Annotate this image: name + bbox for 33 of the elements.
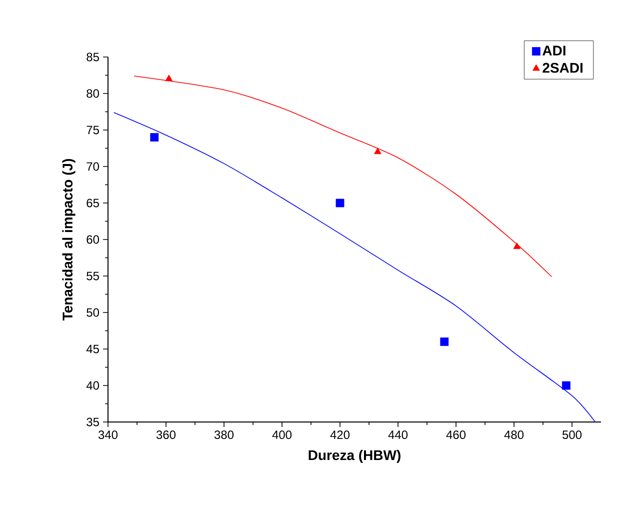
point <box>374 148 382 154</box>
x-tick-label: 480 <box>504 430 524 440</box>
y-tick-label: 70 <box>86 162 100 171</box>
y-tick-label: 60 <box>86 235 100 244</box>
legend-label: 2SADI <box>542 62 582 73</box>
y-tick-label: 65 <box>86 198 99 208</box>
y-tick-label: 85 <box>86 52 99 62</box>
x-tick-label: 500 <box>562 430 582 440</box>
y-tick-label: 75 <box>86 126 99 134</box>
y-tick-label: 40 <box>86 381 100 390</box>
x-tick-label: 420 <box>330 430 350 440</box>
x-tick-label: 400 <box>272 430 292 440</box>
x-tick-label: 440 <box>388 430 408 440</box>
legend-label: ADI <box>542 46 566 56</box>
y-tick-label: 45 <box>86 344 99 354</box>
point <box>165 74 173 82</box>
point <box>150 133 159 142</box>
point <box>336 198 344 208</box>
y-axis-title: Tenacidad al impacto (J) <box>62 159 76 321</box>
x-tick-label: 360 <box>156 430 176 440</box>
y-tick-label: 55 <box>86 272 99 280</box>
line-series <box>134 76 552 278</box>
y-tick-label: 35 <box>86 418 99 426</box>
line-series <box>113 112 596 422</box>
y-tick-label: 50 <box>86 308 100 317</box>
x-axis-title: Dureza (HBW) <box>308 450 400 463</box>
point <box>440 338 449 346</box>
x-tick-label: 380 <box>214 430 234 440</box>
point <box>562 381 570 390</box>
point <box>513 242 521 249</box>
y-tick-label: 80 <box>86 89 100 98</box>
x-tick-label: 460 <box>446 430 466 440</box>
x-tick-label: 340 <box>98 430 118 440</box>
